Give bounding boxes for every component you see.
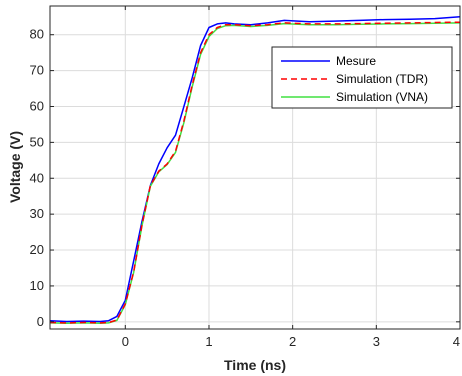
legend-label-0: Mesure — [336, 54, 376, 68]
x-tick-label: 4 — [453, 334, 460, 349]
y-tick-label: 50 — [30, 134, 44, 149]
x-tick-label: 1 — [205, 334, 212, 349]
axis-ticks — [50, 6, 461, 329]
y-tick-label: 60 — [30, 98, 44, 113]
legend-label-1: Simulation (TDR) — [336, 72, 428, 86]
series-line-1 — [49, 21, 461, 324]
x-axis-title: Time (ns) — [224, 357, 286, 373]
x-tick-label: 2 — [289, 334, 296, 349]
series-lines — [49, 16, 461, 325]
series-line-0 — [49, 16, 461, 323]
y-tick-label: 70 — [30, 63, 44, 78]
y-tick-label: 80 — [30, 27, 44, 42]
legend-label-2: Simulation (VNA) — [336, 90, 428, 104]
legend-box — [271, 46, 453, 109]
legend: Mesure Simulation (TDR) Simulation (VNA) — [271, 46, 453, 109]
y-tick-label: 40 — [30, 170, 44, 185]
plot-frame — [49, 5, 461, 330]
y-tick-label: 30 — [30, 206, 44, 221]
x-tick-label: 3 — [373, 334, 380, 349]
y-tick-label: 0 — [37, 314, 44, 329]
x-tick-label: 0 — [122, 334, 129, 349]
y-axis-title: Voltage (V) — [7, 131, 23, 203]
y-tick-label: 20 — [30, 242, 44, 257]
y-tick-label: 10 — [30, 278, 44, 293]
